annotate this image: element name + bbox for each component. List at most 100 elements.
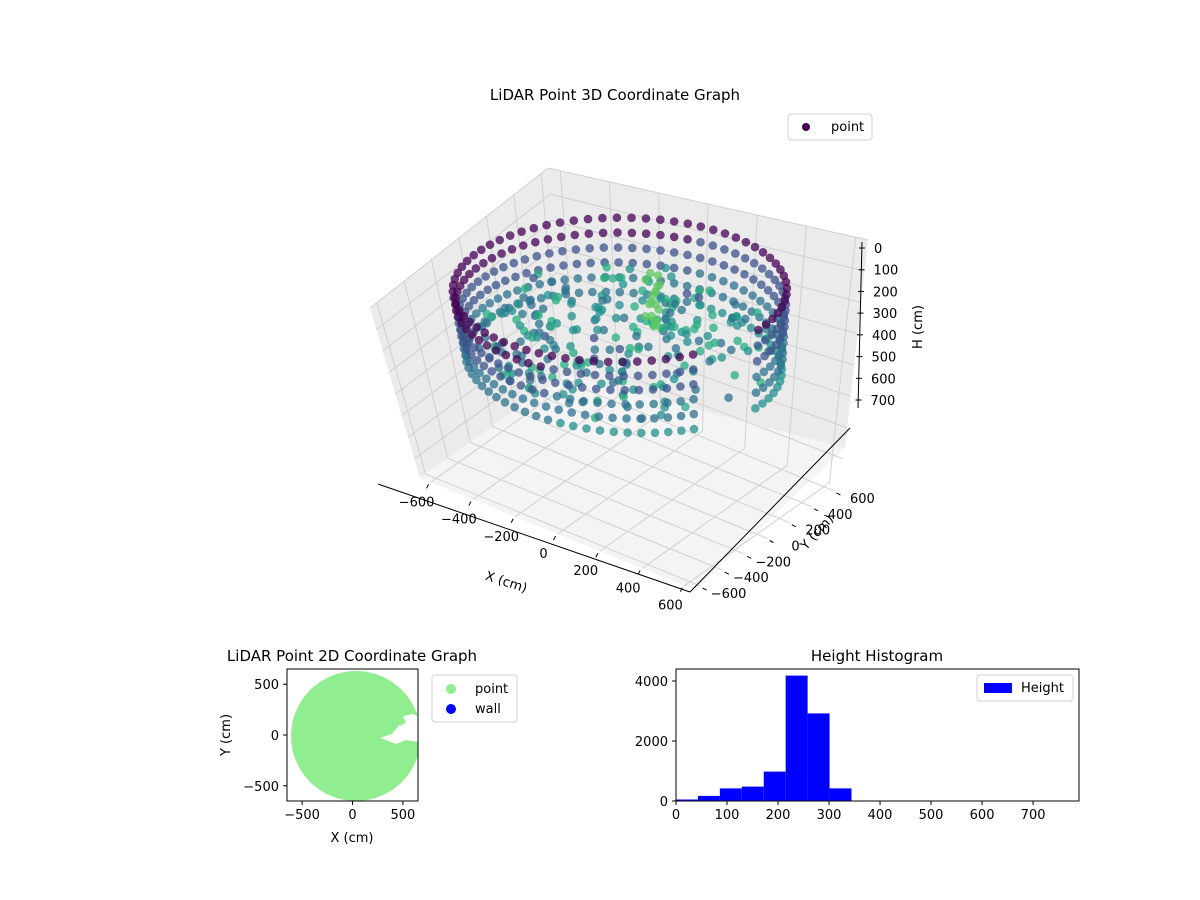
point-marker [567, 299, 576, 308]
point-marker [462, 344, 472, 353]
grid-line [684, 482, 830, 587]
point-marker [547, 277, 556, 287]
point-marker [587, 273, 596, 282]
point-marker [731, 233, 741, 242]
point-marker [695, 346, 705, 356]
x-tick-3d [553, 535, 556, 541]
point-marker [781, 277, 791, 287]
point-marker [593, 398, 602, 408]
point-marker [696, 237, 705, 247]
z-tick-3d-label: 100 [873, 264, 898, 279]
point-marker [584, 229, 594, 238]
point-marker [743, 346, 753, 356]
point-marker [757, 264, 767, 273]
point-marker [529, 398, 539, 408]
z-tick-3d-label: 500 [871, 351, 896, 366]
point-marker [771, 259, 781, 268]
legend-3d-marker [802, 123, 810, 131]
x-axis-3d-label: X (cm) [483, 569, 529, 597]
point-marker [559, 261, 568, 270]
x-tick-3d-label: 0 [539, 547, 547, 562]
point-marker [538, 304, 548, 314]
grid-line [403, 280, 449, 459]
point-marker [656, 215, 665, 224]
point-marker [532, 332, 542, 342]
point-marker [579, 396, 588, 406]
point-marker [638, 296, 647, 305]
point-marker [536, 362, 545, 371]
point-marker [572, 259, 582, 269]
point-marker [650, 428, 660, 438]
point-marker [546, 322, 556, 331]
point-marker [739, 286, 748, 295]
x-tick-histogram-label: 500 [919, 808, 944, 823]
point-marker [750, 242, 760, 252]
point-marker [566, 341, 575, 351]
point-marker [487, 367, 497, 376]
point-marker [746, 323, 756, 333]
point-marker [499, 337, 509, 347]
point-marker [513, 286, 522, 295]
point-marker [503, 363, 513, 373]
point-marker [758, 399, 767, 408]
point-marker [470, 343, 479, 352]
point-marker [613, 243, 623, 252]
point-marker [570, 230, 580, 240]
point-marker [676, 411, 686, 421]
point-marker [665, 308, 675, 318]
z-tick-3d-label: 600 [871, 372, 896, 387]
point-marker [703, 331, 712, 341]
point-marker [767, 330, 776, 340]
point-marker [606, 385, 615, 395]
point-marker [664, 427, 673, 437]
point-marker [770, 275, 780, 285]
point-marker [683, 266, 692, 275]
point-marker [571, 245, 581, 254]
point-marker [625, 264, 635, 274]
point-marker [621, 400, 630, 409]
chart-2d-title: LiDAR Point 2D Coordinate Graph [227, 647, 477, 665]
histogram-bar [697, 795, 720, 801]
point-marker [489, 379, 499, 389]
point-marker [477, 245, 486, 255]
point-marker [526, 372, 535, 381]
point-marker [689, 424, 699, 434]
point-marker [769, 388, 778, 398]
point-marker [661, 263, 670, 273]
legend-histogram-label: Height [1021, 681, 1064, 696]
point-marker [695, 253, 705, 263]
point-marker [740, 270, 749, 279]
point-marker [615, 287, 625, 297]
point-marker [764, 394, 773, 403]
point-marker [730, 370, 739, 380]
point-marker [641, 275, 650, 284]
point-marker [582, 424, 591, 433]
legend-histogram: Height [976, 674, 1074, 702]
x-tick-3d-label: 200 [573, 564, 598, 579]
point-marker [499, 262, 508, 272]
point-marker [502, 290, 512, 299]
point-marker [545, 335, 555, 345]
ticks-3d: −600−400−2000200400600−600−400−200020040… [399, 242, 899, 614]
point-marker [689, 380, 698, 389]
point-marker [547, 351, 557, 361]
point-marker [696, 222, 706, 231]
legend-2d: point wall [431, 674, 518, 723]
point-marker [485, 354, 494, 363]
legend-2d-wall-marker [446, 704, 456, 714]
point-marker [459, 311, 469, 321]
histogram-bar [785, 675, 808, 801]
point-marker [497, 309, 507, 318]
point-marker [583, 214, 593, 224]
point-marker [465, 356, 474, 366]
point-marker [467, 330, 477, 339]
point-marker [487, 253, 497, 263]
point-marker [752, 372, 761, 382]
legend-3d-label: point [831, 120, 864, 135]
point-marker [628, 243, 637, 253]
point-marker [551, 344, 560, 354]
point-marker [669, 279, 679, 288]
point-marker [738, 302, 748, 311]
x-tick-3d-label: −600 [399, 495, 435, 510]
point-marker [541, 402, 551, 411]
